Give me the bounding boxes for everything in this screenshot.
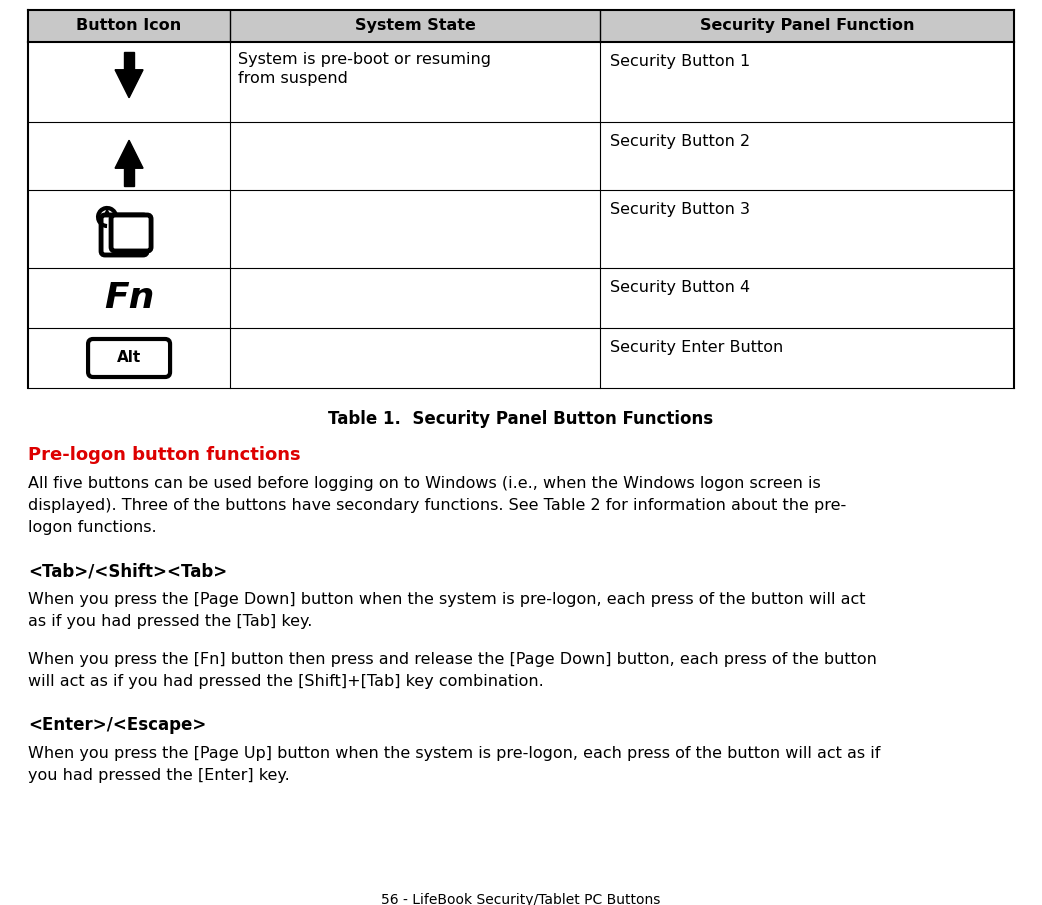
Bar <box>28 190 230 268</box>
Text: Security Button 3: Security Button 3 <box>610 202 750 217</box>
Bar <box>28 42 230 122</box>
Bar <box>600 328 1014 388</box>
Bar <box>28 10 230 42</box>
Text: When you press the [Page Down] button when the system is pre-logon, each press o: When you press the [Page Down] button wh… <box>28 592 866 607</box>
Text: displayed). Three of the buttons have secondary functions. See Table 2 for infor: displayed). Three of the buttons have se… <box>28 498 846 513</box>
Bar <box>600 10 1014 42</box>
Text: you had pressed the [Enter] key.: you had pressed the [Enter] key. <box>28 768 290 783</box>
Text: When you press the [Page Up] button when the system is pre-logon, each press of : When you press the [Page Up] button when… <box>28 746 880 761</box>
Text: <Tab>/<Shift><Tab>: <Tab>/<Shift><Tab> <box>28 562 227 580</box>
Text: Fn: Fn <box>104 281 154 315</box>
Polygon shape <box>124 168 134 186</box>
Bar <box>28 122 230 190</box>
Bar <box>600 190 1014 268</box>
Text: Button Icon: Button Icon <box>76 18 181 33</box>
Bar <box>230 268 600 328</box>
Text: 56 - LifeBook Security/Tablet PC Buttons: 56 - LifeBook Security/Tablet PC Buttons <box>381 893 661 905</box>
Text: Table 1.  Security Panel Button Functions: Table 1. Security Panel Button Functions <box>328 410 714 428</box>
Text: logon functions.: logon functions. <box>28 520 156 535</box>
FancyBboxPatch shape <box>89 339 170 377</box>
Bar <box>600 268 1014 328</box>
Bar <box>28 268 230 328</box>
Bar <box>230 328 600 388</box>
FancyBboxPatch shape <box>111 215 151 251</box>
Text: Pre-logon button functions: Pre-logon button functions <box>28 446 301 464</box>
Bar <box>28 328 230 388</box>
Text: When you press the [Fn] button then press and release the [Page Down] button, ea: When you press the [Fn] button then pres… <box>28 652 877 667</box>
Polygon shape <box>115 70 143 98</box>
Polygon shape <box>124 52 134 70</box>
Text: Alt: Alt <box>117 350 141 366</box>
Text: Security Button 1: Security Button 1 <box>610 54 750 69</box>
Text: Security Panel Function: Security Panel Function <box>699 18 914 33</box>
Bar <box>230 42 600 122</box>
Text: All five buttons can be used before logging on to Windows (i.e., when the Window: All five buttons can be used before logg… <box>28 476 821 491</box>
Bar <box>600 122 1014 190</box>
FancyBboxPatch shape <box>101 215 147 255</box>
Text: System is pre-boot or resuming
from suspend: System is pre-boot or resuming from susp… <box>239 52 491 86</box>
Bar <box>230 190 600 268</box>
Text: will act as if you had pressed the [Shift]+[Tab] key combination.: will act as if you had pressed the [Shif… <box>28 674 544 689</box>
Polygon shape <box>115 140 143 168</box>
Text: Security Button 2: Security Button 2 <box>610 134 750 149</box>
Text: as if you had pressed the [Tab] key.: as if you had pressed the [Tab] key. <box>28 614 313 629</box>
Text: System State: System State <box>354 18 475 33</box>
Text: Security Enter Button: Security Enter Button <box>610 340 784 355</box>
Bar <box>230 122 600 190</box>
Text: Security Button 4: Security Button 4 <box>610 280 750 295</box>
Bar <box>230 10 600 42</box>
Text: <Enter>/<Escape>: <Enter>/<Escape> <box>28 716 206 734</box>
Bar <box>600 42 1014 122</box>
